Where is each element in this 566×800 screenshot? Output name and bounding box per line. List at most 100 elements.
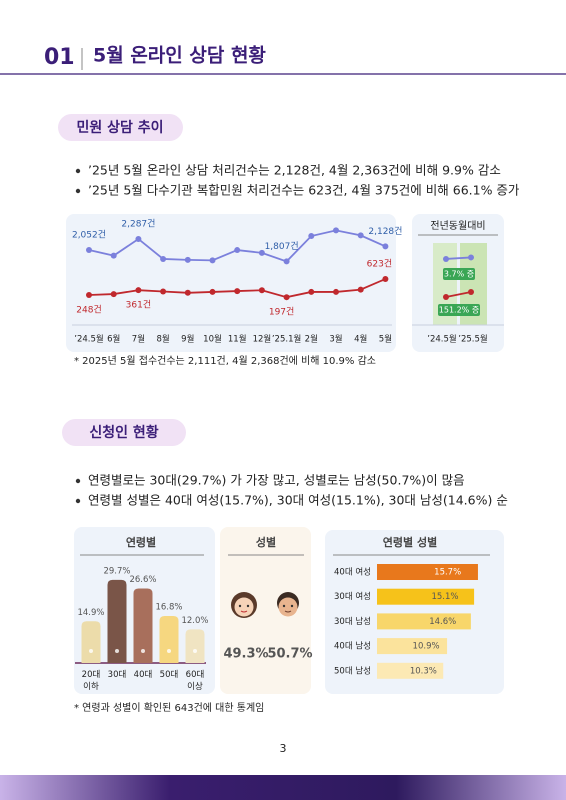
data-point [357,286,364,293]
x-tick-label: 20대 이하 [82,670,101,692]
data-label: 10.9% [413,642,440,652]
pill [62,419,186,446]
badge [438,304,480,316]
data-point [160,255,167,262]
page-title: 5월 온라인 상담 현황 [93,44,266,67]
bar [377,613,471,630]
data-point [234,247,241,254]
bullet-dot [75,168,81,174]
data-label: 16.8% [155,602,182,612]
data-point [135,287,142,294]
data-point [382,275,389,282]
y-tick-label: 40대 여성 [334,567,371,578]
bar [377,588,475,605]
data-point [209,288,216,295]
bar [377,662,444,679]
data-label: 2,128건 [368,226,402,237]
data-point [333,227,339,234]
data-point [209,257,216,264]
female-icon [231,592,257,618]
bullet-dot [75,478,81,484]
data-label: 197건 [269,307,294,318]
data-point [283,294,290,301]
data-point [234,288,241,295]
pill [58,114,183,141]
data-label: 623건 [367,258,392,269]
data-label: 15.7% [434,568,461,578]
series-line [445,291,472,298]
person-icon [89,649,93,653]
panel-title: 전년동월대비 [430,220,485,232]
x-tick-label: ’24.5월 [427,334,456,345]
x-tick-label: 40대 [134,670,153,680]
chart-panel [66,214,396,352]
x-tick-label: 50대 [160,670,179,680]
person-icon [141,649,145,653]
data-point [468,254,474,261]
data-point [86,246,92,253]
bar [377,638,448,655]
data-point [160,288,167,295]
footer-band [0,775,566,800]
note: * 2025년 5월 접수건수는 2,111건, 4월 2,368건에 비해 1… [74,354,376,367]
data-point [86,292,92,299]
x-tick-label: 8월 [156,334,169,345]
x-tick-label: 2월 [305,334,318,345]
panel-title: 성별 [256,535,276,549]
y-tick-label: 30대 남성 [334,617,371,627]
bar [133,588,153,663]
data-label: 12.0% [181,616,208,626]
data-label: 248건 [76,305,101,316]
x-tick-label: 9월 [181,334,194,345]
male-icon [277,592,299,617]
person-icon [193,649,197,653]
data-point [184,256,191,263]
data-point [308,288,315,295]
page-number: 3 [280,742,287,755]
y-tick-label: 40대 남성 [334,642,371,652]
x-tick-label: 7월 [132,334,145,345]
data-point [443,294,449,301]
data-point [308,233,315,240]
data-label: 14.6% [429,617,456,627]
data-point [283,258,290,265]
x-tick-label: ’25.1월 [272,334,301,345]
panel-title: 연령별 [126,535,156,549]
bar [107,579,127,663]
x-tick-label: 4월 [354,334,367,345]
bar [377,564,478,580]
x-tick-label: ’24.5월 [74,334,103,345]
bullet: ’25년 5월 다수기관 복합민원 처리건수는 623건, 4월 375건에 비… [88,183,520,198]
data-point [468,289,474,296]
y-tick-label: 50대 남성 [334,666,371,676]
data-point [110,252,117,259]
badge [443,268,475,280]
bullet-dot [75,498,81,504]
data-label: 29.7% [103,566,130,576]
x-tick-label: ’25.5월 [458,334,487,345]
data-label: 14.9% [77,608,104,618]
data-label: 26.6% [129,575,156,585]
x-tick-label: 10월 [203,334,222,345]
bullet: 연령별 성별은 40대 여성(15.7%), 30대 여성(15.1%), 30… [88,493,508,508]
x-tick-label: 5월 [379,334,392,345]
pill-text: 민원 상담 추이 [76,119,163,136]
bar [81,621,101,663]
section-number: 01 [44,45,75,70]
data-label: 2,052건 [72,229,106,240]
y-tick-label: 30대 여성 [334,591,371,602]
data-point [357,232,364,239]
bar [185,629,205,663]
data-label: 15.1% [431,592,458,602]
chart-panel [220,527,311,694]
data-label: 1,807건 [265,241,299,252]
data-label: 361건 [126,300,151,311]
x-tick-label: 30대 [108,670,127,680]
data-point [443,255,449,262]
data-point [258,249,265,256]
bar [159,615,179,663]
person-icon [115,649,119,653]
share-value: 50.7% [267,647,312,662]
data-point [333,288,339,295]
